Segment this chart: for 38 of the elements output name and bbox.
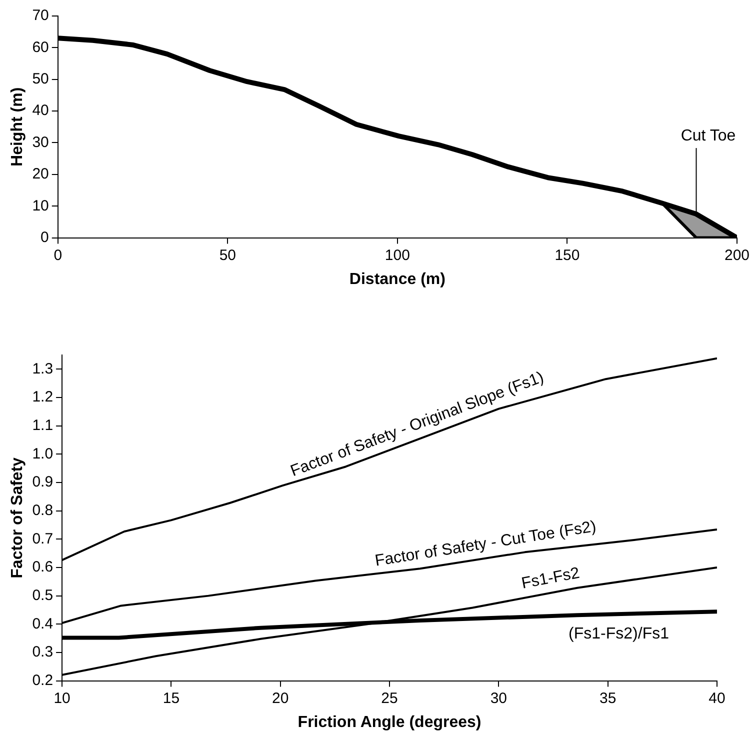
x-tick-label: 150	[554, 246, 580, 264]
x-tick-label: 30	[490, 690, 508, 707]
x-tick-label: 35	[600, 690, 616, 707]
y-tick-label: 1.1	[32, 416, 54, 434]
y-tick-label: 0.3	[32, 644, 54, 661]
y-tick-label: 0.5	[32, 586, 54, 604]
x-tick-label: 40	[708, 690, 726, 707]
x-tick-label: 10	[54, 690, 70, 707]
annotation: Cut Toe	[680, 127, 736, 144]
y-tick-label: 0	[40, 228, 49, 246]
y-tick-label: 40	[32, 102, 49, 120]
y-tick-label: 0.2	[32, 672, 54, 689]
x-tick-label: 200	[724, 246, 750, 264]
y-tick-label: 0.6	[32, 558, 54, 576]
y-tick-label: 0.7	[32, 530, 54, 548]
y-tick-label: 60	[32, 38, 49, 56]
y-tick-label: 0.4	[32, 615, 54, 632]
y-tick-label: 1.3	[32, 360, 54, 378]
y-axis-title: Height (m)	[9, 87, 26, 166]
text: Fs1-Fs2	[520, 564, 582, 592]
y-axis-title: Factor of Safety	[9, 457, 26, 578]
y-tick-label: 1.0	[32, 445, 54, 462]
x-tick-label: 15	[162, 690, 180, 707]
y-tick-label: 0.9	[32, 474, 54, 491]
y-tick-label: 20	[32, 166, 49, 183]
x-axis-title: Distance (m)	[349, 270, 446, 288]
y-tick-label: 30	[32, 134, 49, 151]
y-tick-label: 0.8	[32, 502, 54, 519]
x-axis-title: Friction Angle (degrees)	[298, 714, 482, 731]
x-tick-label: 100	[384, 246, 410, 264]
x-tick-label: 50	[219, 246, 236, 264]
x-tick-label: 20	[272, 690, 289, 707]
y-tick-label: 70	[32, 7, 49, 24]
y-tick-label: 10	[32, 197, 49, 214]
x-tick-label: 25	[381, 690, 398, 707]
y-tick-label: 1.2	[32, 388, 54, 406]
series-label: (Fs1-Fs2)/Fs1	[568, 625, 670, 642]
y-tick-label: 50	[32, 70, 49, 88]
